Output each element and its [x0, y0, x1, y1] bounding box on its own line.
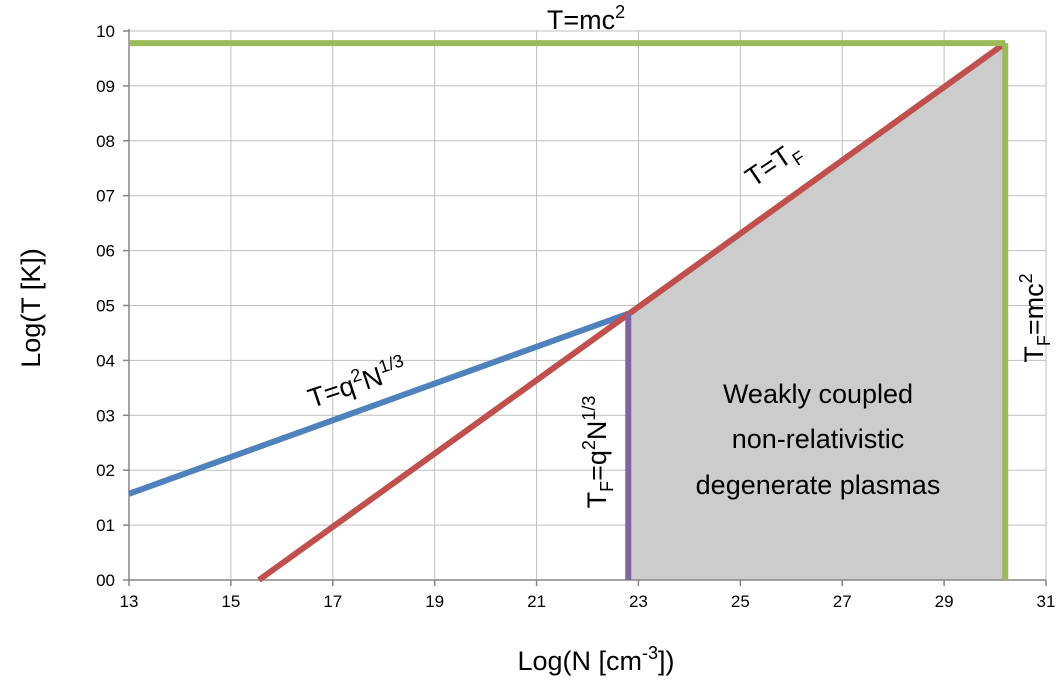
y-tick-labels: 00 01 02 03 04 05 06 07 08 09 10 [96, 22, 115, 590]
x-tick-label-2: 17 [323, 592, 342, 611]
y-tick-label-7: 07 [96, 187, 115, 206]
x-tick-label-6: 25 [731, 592, 750, 611]
x-tick-label-5: 23 [629, 592, 648, 611]
region-label-line1: Weakly coupled [723, 379, 913, 409]
annotation-blue-line: T=q2N1/3 [303, 350, 410, 413]
x-axis-title-base: Log(N [cm [517, 646, 642, 676]
y-tick-label-5: 05 [96, 297, 115, 316]
annotation-purple-t: T [582, 492, 612, 509]
y-tick-label-4: 04 [96, 351, 115, 370]
y-tick-label-8: 08 [96, 132, 115, 151]
annotation-tf-mc2-mc: =mc [1019, 283, 1049, 335]
blue-coupling-line [127, 310, 630, 497]
annotation-purple-sup2: 1/3 [579, 396, 599, 421]
axes [123, 29, 1047, 586]
annotation-t-tf-base: T=T [740, 141, 797, 193]
x-tick-labels: 13 15 17 19 21 23 25 27 29 31 [120, 592, 1056, 611]
annotation-tf-mc2-sup: 2 [1016, 273, 1036, 283]
weakly-coupled-region [628, 43, 1006, 580]
annotation-t-tf: T=TF [740, 134, 809, 196]
x-tick-label-9: 31 [1037, 592, 1056, 611]
x-tick-label-0: 13 [120, 592, 139, 611]
annotation-tf-mc2-t: T [1019, 346, 1049, 363]
annotation-t-mc2-base: T=mc [547, 5, 615, 35]
y-tick-label-9: 09 [96, 77, 115, 96]
y-tick-label-3: 03 [96, 406, 115, 425]
y-tick-label-10: 10 [96, 22, 115, 41]
annotation-t-mc2-sup: 2 [615, 2, 625, 22]
y-axis-title: Log(T [K]) [16, 248, 46, 368]
annotation-purple-line: TF=q2N1/3 [579, 396, 617, 509]
annotation-purple-sub: F [597, 481, 617, 492]
series-lines [127, 40, 1009, 583]
annotation-t-mc2: T=mc2 [547, 2, 625, 35]
annotation-tf-mc2-sub: F [1034, 335, 1054, 346]
x-tick-label-7: 27 [833, 592, 852, 611]
annotation-purple-sup1: 2 [579, 440, 599, 450]
region-label-line3: degenerate plasmas [696, 470, 941, 500]
y-tick-label-6: 06 [96, 242, 115, 261]
annotation-purple-n: N [582, 421, 612, 441]
x-axis-title-sup: -3 [642, 643, 658, 663]
region-label-line2: non-relativistic [732, 424, 905, 454]
x-tick-label-1: 15 [221, 592, 240, 611]
x-axis-title: Log(N [cm-3]) [517, 643, 674, 676]
x-axis-title-tail: ]) [658, 646, 675, 676]
annotation-purple-q: =q [582, 450, 612, 481]
annotation-blue-sup2: 1/3 [376, 350, 406, 377]
red-fermi-line [257, 40, 1007, 583]
x-tick-label-3: 19 [425, 592, 444, 611]
y-tick-label-1: 01 [96, 516, 115, 535]
annotation-tf-mc2: TF=mc2 [1016, 273, 1054, 362]
y-tick-label-2: 02 [96, 461, 115, 480]
x-tick-label-4: 21 [527, 592, 546, 611]
y-tick-label-0: 00 [96, 571, 115, 590]
x-tick-label-8: 29 [935, 592, 954, 611]
